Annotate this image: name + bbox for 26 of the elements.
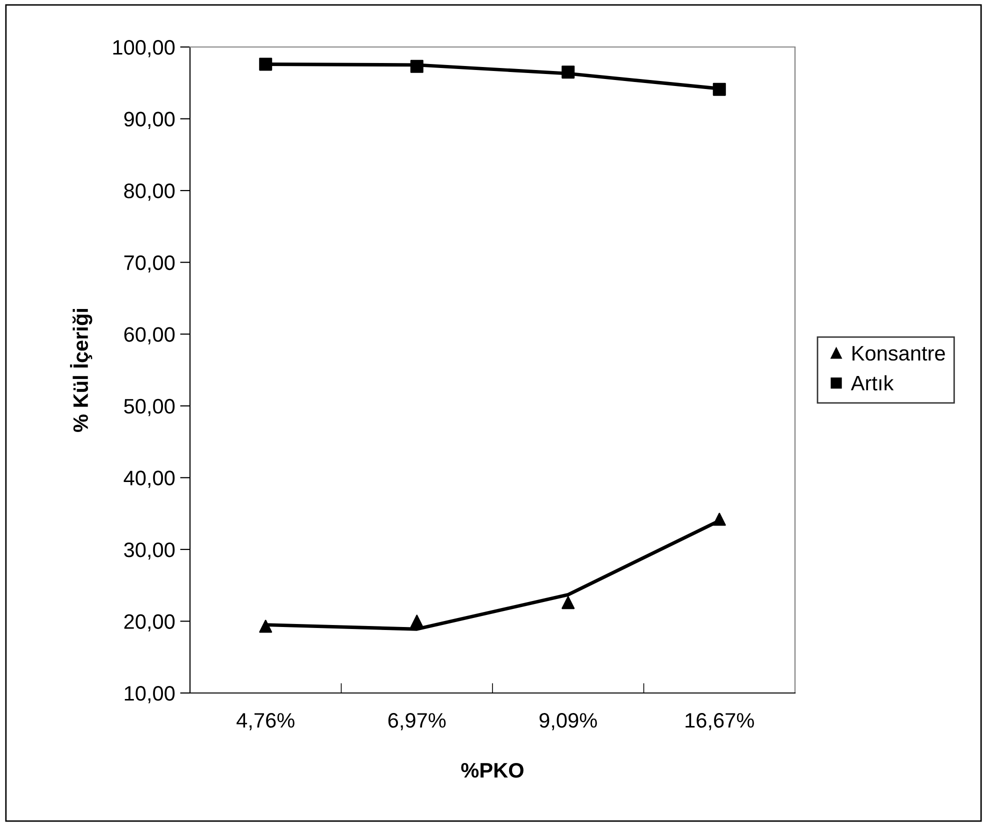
x-tick-label: 9,09% — [540, 712, 597, 730]
point — [259, 620, 272, 633]
legend-label: Artık — [850, 375, 894, 390]
y-tick-label: 90,00 — [124, 112, 175, 129]
point — [410, 614, 424, 628]
x-tick-label: 6,97% — [388, 712, 446, 730]
point — [562, 596, 575, 610]
point — [410, 60, 424, 73]
y-tick-label: 20,00 — [124, 614, 175, 632]
y-tick-label: 10,00 — [124, 686, 175, 704]
y-tick-label: 40,00 — [124, 470, 175, 488]
point — [712, 82, 726, 96]
legend-label: Konsantre — [852, 346, 945, 361]
x-tick-label: 16,67% — [686, 712, 754, 730]
y-tick-label: 70,00 — [124, 255, 175, 273]
x-axis-title: %PKO — [461, 762, 524, 778]
point — [259, 58, 272, 71]
y-tick-label: 30,00 — [124, 542, 175, 560]
y-tick-label: 50,00 — [124, 398, 175, 416]
y-tick-label: 100,00 — [113, 40, 175, 58]
point — [712, 512, 726, 526]
y-axis-title: % Kül İçeriği — [70, 308, 92, 432]
point — [562, 66, 575, 79]
x-tick-label: 4,76% — [236, 712, 294, 730]
y-tick-label: 60,00 — [124, 327, 175, 344]
y-tick-label: 80,00 — [124, 184, 175, 201]
